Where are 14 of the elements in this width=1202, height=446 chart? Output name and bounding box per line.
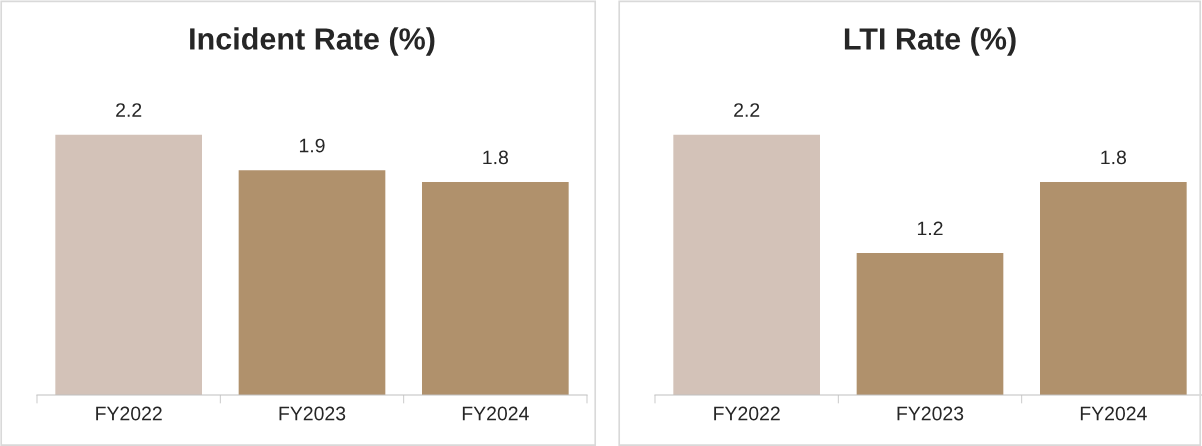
data-label: 2.2 bbox=[734, 103, 760, 117]
x-tick-label: FY2023 bbox=[279, 406, 346, 421]
data-label: 1.8 bbox=[1101, 150, 1126, 165]
data-label: 1.8 bbox=[483, 150, 508, 165]
data-label: 2.2 bbox=[116, 103, 142, 117]
x-tick-label: FY2022 bbox=[714, 406, 780, 421]
chart-title: LTI Rate (%) bbox=[844, 27, 1016, 56]
x-tick-label: FY2023 bbox=[897, 406, 964, 421]
x-tick-label: FY2024 bbox=[462, 406, 529, 421]
x-tick-label: FY2024 bbox=[1080, 406, 1147, 421]
data-label: 1.2 bbox=[917, 221, 943, 236]
data-label: 1.9 bbox=[299, 138, 325, 153]
chart-title: Incident Rate (%) bbox=[190, 27, 435, 56]
x-tick-label: FY2022 bbox=[96, 406, 162, 421]
